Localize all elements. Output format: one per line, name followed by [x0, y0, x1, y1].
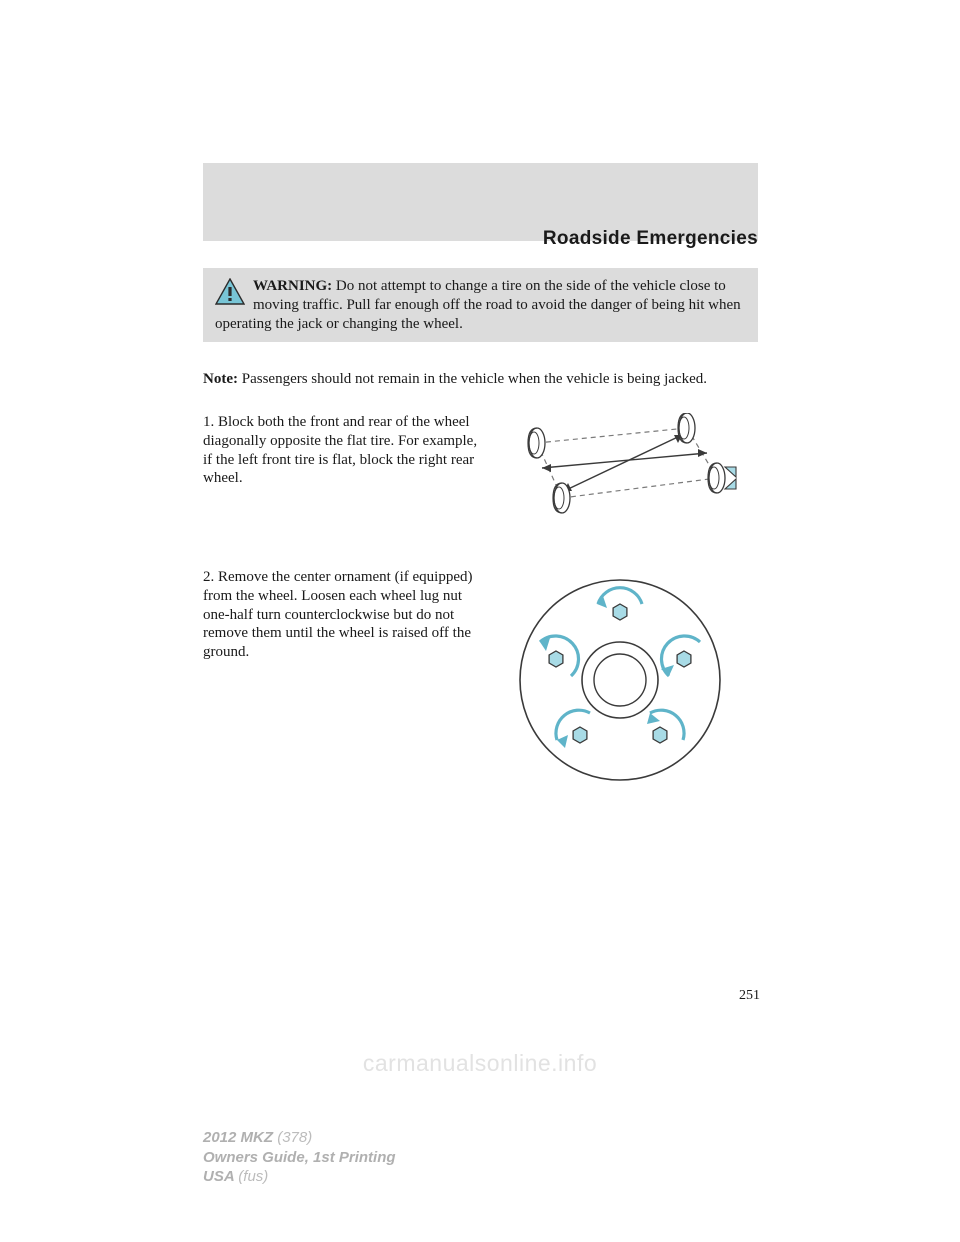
- warning-box: WARNING: Do not attempt to change a tire…: [203, 268, 758, 342]
- step1-row: 1. Block both the front and rear of the …: [203, 413, 758, 523]
- lugnut-wheel-diagram-icon: [481, 568, 758, 793]
- wheel-block-diagram-icon: [481, 413, 758, 523]
- footer-line-3: USA (fus): [203, 1167, 396, 1187]
- step1-text: 1. Block both the front and rear of the …: [203, 413, 481, 523]
- step2-text: 2. Remove the center ornament (if equipp…: [203, 568, 481, 793]
- page-number: 251: [739, 988, 760, 1004]
- note-text: Note: Passengers should not remain in th…: [203, 370, 758, 389]
- warning-prefix: WARNING:: [253, 278, 332, 294]
- note-prefix: Note:: [203, 371, 238, 387]
- note-body: Passengers should not remain in the vehi…: [238, 371, 707, 387]
- warning-text: WARNING: Do not attempt to change a tire…: [215, 277, 746, 333]
- section-title: Roadside Emergencies: [203, 228, 758, 250]
- footer-line-1: 2012 MKZ (378): [203, 1128, 396, 1148]
- footer-line-2: Owners Guide, 1st Printing: [203, 1148, 396, 1168]
- warning-triangle-icon: [215, 278, 245, 310]
- watermark-text: carmanualsonline.info: [0, 1050, 960, 1077]
- footer-block: 2012 MKZ (378) Owners Guide, 1st Printin…: [203, 1128, 396, 1187]
- step2-row: 2. Remove the center ornament (if equipp…: [203, 568, 758, 793]
